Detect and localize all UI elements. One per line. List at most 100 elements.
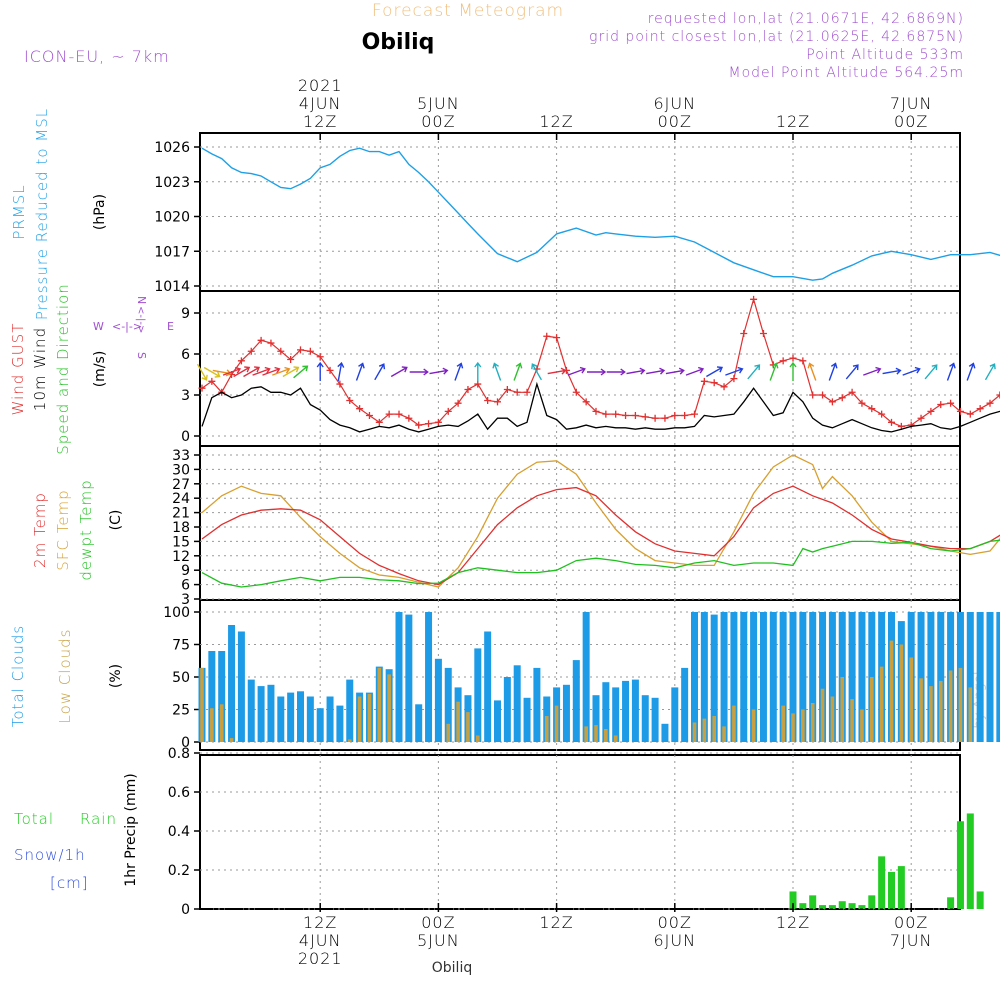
wind-direction-arrow bbox=[706, 366, 724, 378]
rain-bar bbox=[947, 897, 955, 909]
wind-direction-arrow bbox=[547, 367, 567, 375]
total-cloud-bar bbox=[631, 679, 639, 742]
gust-marker bbox=[444, 407, 452, 415]
gust-marker bbox=[789, 354, 797, 362]
total-cloud-bar bbox=[651, 697, 659, 742]
gust-marker bbox=[671, 412, 679, 419]
gust-marker bbox=[710, 379, 718, 387]
low-cloud-bar bbox=[840, 677, 845, 742]
low-cloud-bar bbox=[919, 678, 923, 742]
gust-marker bbox=[375, 418, 383, 426]
wind-direction-arrow bbox=[316, 361, 324, 381]
total-label: Total bbox=[14, 810, 54, 828]
y-tick-label: 30 bbox=[172, 462, 190, 478]
y-tick-label: 6 bbox=[181, 347, 190, 363]
total-cloud-bar bbox=[562, 684, 570, 742]
gust-marker bbox=[888, 418, 895, 426]
gust-marker bbox=[917, 414, 925, 422]
gust-marker bbox=[346, 396, 354, 404]
y-tick-label: 21 bbox=[172, 506, 190, 522]
rain-bar bbox=[809, 895, 817, 909]
low-cloud-bar bbox=[702, 718, 707, 742]
bottom-time-label: 4JUN bbox=[299, 931, 342, 950]
wind-direction-arrow bbox=[282, 366, 300, 378]
gust-marker bbox=[927, 407, 935, 415]
total-cloud-bar bbox=[405, 614, 413, 742]
rain-bar bbox=[888, 871, 895, 909]
gust-marker bbox=[641, 413, 649, 421]
wind-direction-arrow bbox=[946, 362, 956, 381]
low-cloud-bar bbox=[347, 739, 352, 742]
low-cloud-bar bbox=[899, 644, 904, 742]
compass-icon: W <-|-> E N S <-|-> bbox=[93, 296, 174, 359]
direction-label: Speed and Direction bbox=[54, 283, 72, 455]
wind-direction-arrow bbox=[966, 362, 976, 381]
gust-marker bbox=[208, 377, 216, 385]
bottom-time-label: 00Z bbox=[421, 913, 455, 932]
low-cloud-bar bbox=[200, 667, 204, 742]
total-cloud-bar bbox=[513, 665, 521, 742]
low-cloud-bar bbox=[870, 677, 874, 742]
compass-w: W bbox=[93, 320, 104, 333]
total-cloud-bar bbox=[779, 612, 787, 742]
prmsl-desc: Pressure Reduced to MSL bbox=[33, 108, 51, 320]
total-cloud-bar bbox=[257, 686, 265, 742]
total-cloud-bar bbox=[828, 612, 836, 742]
y-tick-label: 0 bbox=[181, 735, 190, 751]
gust-marker bbox=[809, 391, 817, 399]
total-cloud-bar bbox=[927, 612, 935, 742]
top-time-label: 12Z bbox=[776, 112, 810, 131]
low-cloud-bar bbox=[810, 703, 815, 742]
top-time-label: 00Z bbox=[421, 112, 455, 131]
low-cloud-bar bbox=[909, 657, 913, 742]
gust-marker bbox=[257, 336, 265, 344]
compass-n: N bbox=[135, 296, 148, 304]
sfc-label: SFC Temp bbox=[54, 489, 72, 570]
total-cloud-bar bbox=[976, 612, 984, 742]
rain-label: Rain bbox=[80, 810, 117, 828]
total-cloud-bar bbox=[661, 723, 669, 742]
total-cloud-bar bbox=[799, 612, 807, 742]
total-cloud-bar bbox=[966, 612, 974, 742]
gust-marker bbox=[986, 399, 994, 407]
low-cloud-bar bbox=[879, 666, 884, 742]
gust-marker bbox=[907, 421, 915, 429]
wind-direction-arrow bbox=[567, 366, 586, 376]
low-cloud-bar bbox=[476, 735, 480, 742]
low-cloud-bar bbox=[357, 696, 362, 742]
bottom-time-label: 2021 bbox=[298, 949, 343, 968]
gust-marker bbox=[622, 412, 630, 419]
gust-marker bbox=[838, 394, 846, 402]
total-cloud-bar bbox=[533, 667, 541, 742]
y-tick-label: 1020 bbox=[154, 210, 190, 226]
y-tick-label: 15 bbox=[172, 534, 190, 550]
rain-bar bbox=[799, 903, 807, 909]
gust-marker bbox=[720, 383, 728, 391]
total-cloud-bar bbox=[996, 612, 1000, 742]
wind-direction-arrow bbox=[454, 362, 464, 381]
y-tick-label: 9 bbox=[181, 563, 190, 579]
temperature-labels: 2m Temp SFC Temp dewpt Temp (C) bbox=[31, 479, 124, 580]
total-cloud-bar bbox=[622, 680, 630, 742]
model-label: ICON-EU, ~ 7km bbox=[24, 47, 170, 66]
wind-unit: (m/s) bbox=[92, 351, 108, 388]
pressure-labels: PRMSL Pressure Reduced to MSL (hPa) bbox=[10, 108, 108, 320]
y-tick-label: 1026 bbox=[154, 140, 190, 156]
y-tick-label: 75 bbox=[172, 638, 190, 654]
temp2m-line bbox=[201, 485, 1000, 586]
clouds-unit: (%) bbox=[108, 664, 124, 688]
compass-e: E bbox=[167, 320, 174, 333]
total-cloud-bar bbox=[759, 612, 767, 742]
wind-direction-arrow bbox=[863, 366, 882, 376]
wind-line bbox=[201, 381, 1000, 433]
y-tick-label: 0.6 bbox=[168, 785, 190, 801]
total-cloud-bar bbox=[819, 612, 827, 742]
wind-direction-arrow bbox=[587, 368, 607, 376]
precip-unit: 1hr Precip (mm) bbox=[123, 773, 139, 886]
total-cloud-bar bbox=[494, 700, 501, 742]
total-cloud-bar bbox=[306, 696, 314, 742]
y-tick-label: 9 bbox=[181, 306, 190, 322]
wind-direction-arrow bbox=[924, 364, 938, 380]
rain-bar bbox=[878, 856, 886, 909]
